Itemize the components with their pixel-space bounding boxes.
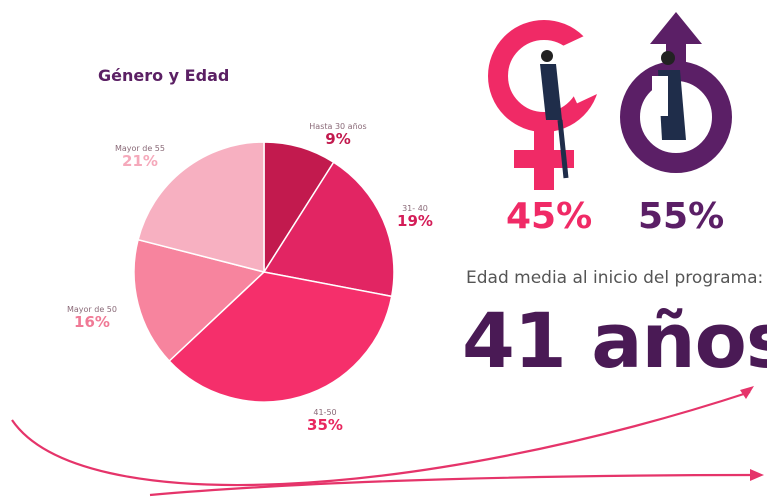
slice-value: 19% (397, 212, 433, 230)
pie-slice-2 (262, 161, 395, 298)
pie-slice-5 (137, 141, 265, 273)
slice-label-2: 31- 40 19% (397, 204, 433, 229)
slice-category: Mayor de 55 (115, 144, 165, 153)
male-percentage: 55% (638, 196, 725, 237)
slice-label-1: Hasta 30 años 9% (309, 122, 366, 147)
pie-slice-3 (168, 271, 393, 403)
slice-label-5: Mayor de 55 21% (115, 144, 165, 169)
female-percentage: 45% (506, 196, 593, 237)
slice-category: Hasta 30 años (309, 122, 367, 131)
average-age-value: 41 años (462, 296, 767, 385)
slice-category: 31- 40 (402, 204, 428, 213)
slice-value: 16% (74, 313, 110, 331)
slice-category: Mayor de 50 (67, 305, 117, 314)
slice-value: 21% (122, 152, 158, 170)
pie-slice-4 (133, 238, 266, 363)
slice-value: 35% (307, 416, 343, 434)
slice-label-3: 41-50 35% (307, 408, 343, 433)
chart-title: Género y Edad (98, 66, 230, 85)
average-age-label: Edad media al inicio del programa: (466, 268, 764, 288)
slice-label-4: Mayor de 50 16% (67, 305, 117, 330)
slice-category: 41-50 (313, 408, 337, 417)
slice-value: 9% (325, 130, 351, 148)
